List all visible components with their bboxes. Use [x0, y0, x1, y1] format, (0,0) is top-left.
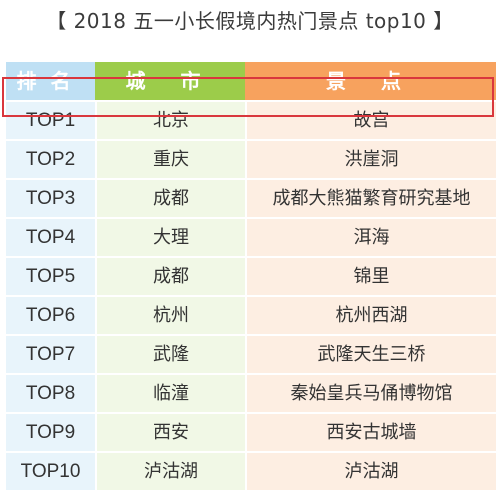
- spot-cell: 洱海: [245, 219, 496, 256]
- city-cell: 重庆: [95, 141, 245, 178]
- table-row: TOP5 成都 锦里: [6, 256, 496, 295]
- ranking-table: 排名 城 市 景 点 TOP1 北京 故宫 TOP2 重庆 洪崖洞 TOP3 成都 成都大熊猫繁…: [4, 60, 498, 492]
- table-row: TOP8 临潼 秦始皇兵马俑博物馆: [6, 373, 496, 412]
- rank-cell: TOP1: [6, 102, 95, 139]
- rank-cell: TOP3: [6, 180, 95, 217]
- city-cell: 西安: [95, 414, 245, 451]
- table-row: TOP6 杭州 杭州西湖: [6, 295, 496, 334]
- rank-cell: TOP5: [6, 258, 95, 295]
- spot-cell: 武隆天生三桥: [245, 336, 496, 373]
- header-spot: 景 点: [245, 62, 496, 100]
- table-body: TOP1 北京 故宫 TOP2 重庆 洪崖洞 TOP3 成都 成都大熊猫繁育研究基地 TOP4 大理…: [6, 100, 496, 490]
- rank-cell: TOP2: [6, 141, 95, 178]
- table-row: TOP2 重庆 洪崖洞: [6, 139, 496, 178]
- spot-cell: 杭州西湖: [245, 297, 496, 334]
- table-row: TOP4 大理 洱海: [6, 217, 496, 256]
- spot-cell: 成都大熊猫繁育研究基地: [245, 180, 496, 217]
- rank-cell: TOP4: [6, 219, 95, 256]
- spot-cell: 洪崖洞: [245, 141, 496, 178]
- spot-cell: 西安古城墙: [245, 414, 496, 451]
- table-row: TOP10 泸沽湖 泸沽湖: [6, 451, 496, 490]
- city-cell: 成都: [95, 180, 245, 217]
- rank-cell: TOP7: [6, 336, 95, 373]
- header-city: 城 市: [95, 62, 245, 100]
- page-title: 【 2018 五一小长假境内热门景点 top10 】: [46, 9, 454, 33]
- spot-cell: 故宫: [245, 102, 496, 139]
- city-cell: 泸沽湖: [95, 453, 245, 490]
- rank-cell: TOP8: [6, 375, 95, 412]
- table-row: TOP7 武隆 武隆天生三桥: [6, 334, 496, 373]
- city-cell: 成都: [95, 258, 245, 295]
- city-cell: 临潼: [95, 375, 245, 412]
- table-row: TOP9 西安 西安古城墙: [6, 412, 496, 451]
- rank-cell: TOP9: [6, 414, 95, 451]
- rank-cell: TOP6: [6, 297, 95, 334]
- spot-cell: 秦始皇兵马俑博物馆: [245, 375, 496, 412]
- rank-cell: TOP10: [6, 453, 95, 490]
- table-row: TOP3 成都 成都大熊猫繁育研究基地: [6, 178, 496, 217]
- header-rank: 排名: [6, 62, 95, 100]
- city-cell: 杭州: [95, 297, 245, 334]
- table-row: TOP1 北京 故宫: [6, 100, 496, 139]
- city-cell: 北京: [95, 102, 245, 139]
- spot-cell: 泸沽湖: [245, 453, 496, 490]
- city-cell: 武隆: [95, 336, 245, 373]
- spot-cell: 锦里: [245, 258, 496, 295]
- city-cell: 大理: [95, 219, 245, 256]
